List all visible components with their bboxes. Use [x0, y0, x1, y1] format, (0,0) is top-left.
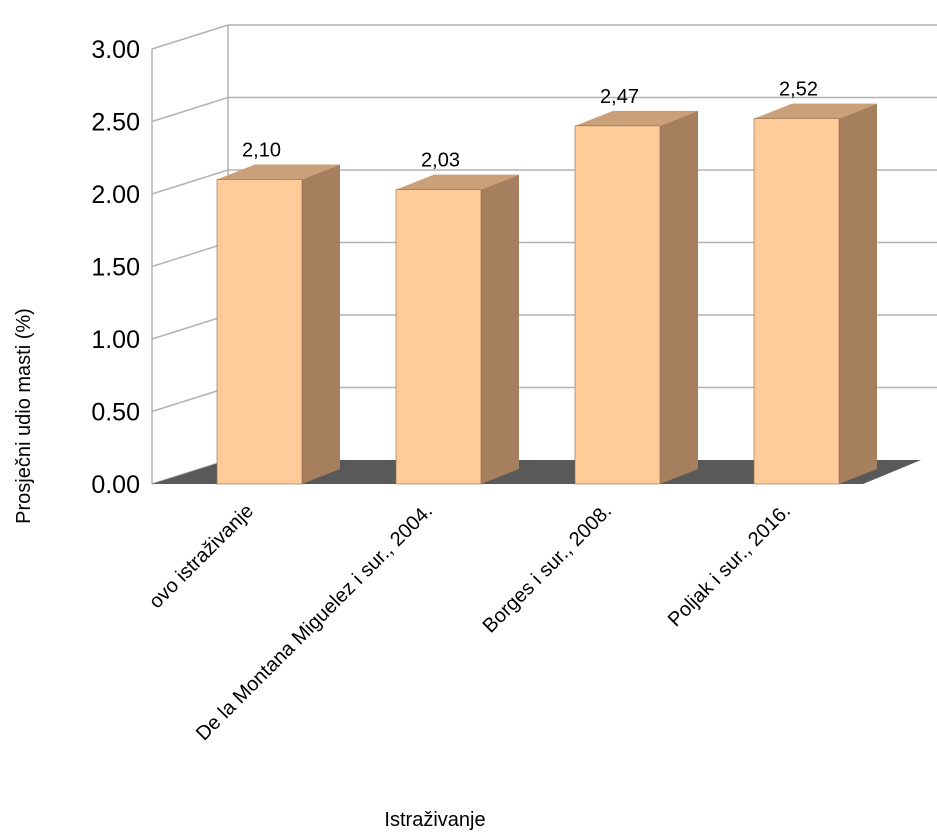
bar-front	[395, 189, 482, 485]
y-axis-title: Prosječni udio masti (%)	[13, 308, 35, 524]
x-axis-title: Istraživanje	[384, 809, 485, 831]
y-tick-label: 1.50	[91, 254, 140, 282]
y-tick-labels: 0.00 0.50 1.00 1.50 2.00 2.50 3.00	[91, 36, 140, 499]
bar-front	[216, 179, 303, 485]
gridline-side	[151, 386, 229, 413]
x-tick-label: Borges i sur., 2008.	[479, 500, 616, 637]
data-label: 2,03	[421, 150, 460, 172]
bar-top	[575, 110, 698, 126]
x-tick-label: ovo istraživanje	[145, 500, 258, 613]
bar-top	[217, 164, 340, 180]
bar-front	[753, 118, 840, 485]
bar-side	[481, 174, 519, 484]
bar	[216, 164, 340, 485]
x-tick-label: Poljak i sur., 2016.	[664, 500, 795, 631]
gridline-side	[151, 169, 229, 195]
bar	[395, 174, 519, 485]
data-labels: 2,10 2,03 2,47 2,52	[242, 79, 818, 172]
bar-side	[302, 164, 340, 484]
data-label: 2,10	[242, 140, 281, 162]
gridline-side	[151, 96, 229, 123]
bar-front	[574, 125, 661, 485]
bar-top	[396, 174, 519, 190]
bar-side	[660, 110, 698, 484]
data-label: 2,47	[600, 86, 639, 108]
bar-top	[754, 103, 877, 119]
gridline-side	[151, 241, 229, 268]
y-tick-label: 3.00	[91, 36, 140, 64]
gridline-side	[151, 314, 229, 340]
y-tick-label: 0.50	[91, 399, 140, 427]
y-tick-label: 1.00	[91, 326, 140, 354]
y-tick-label: 0.00	[91, 471, 140, 499]
data-label: 2,52	[779, 79, 818, 101]
bar-side	[839, 103, 877, 484]
bars-group	[216, 103, 877, 485]
y-tick-label: 2.50	[91, 109, 140, 137]
floor-plane	[152, 460, 921, 484]
bar	[574, 110, 698, 485]
chart-floor	[152, 460, 921, 484]
gridline-side	[151, 24, 229, 50]
y-tick-label: 2.00	[91, 181, 140, 209]
bar	[753, 103, 877, 485]
